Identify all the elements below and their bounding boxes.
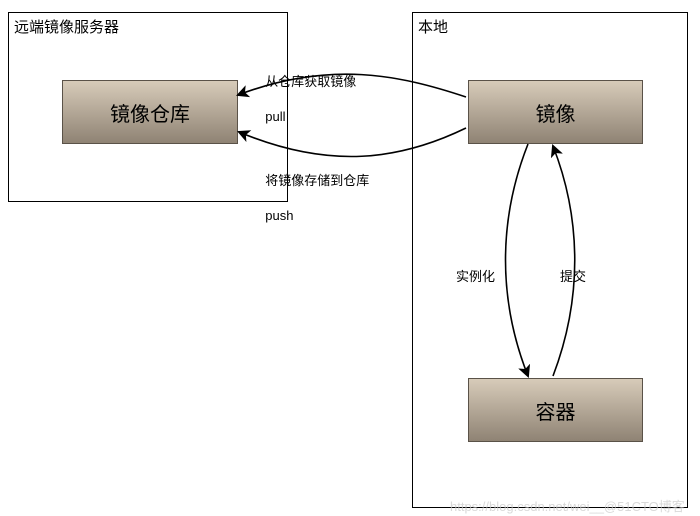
edge-push-line2: push bbox=[265, 208, 293, 223]
edge-instantiate-label: 实例化 bbox=[456, 268, 495, 286]
group-local-title: 本地 bbox=[418, 16, 448, 37]
node-repo: 镜像仓库 bbox=[62, 80, 238, 144]
edge-pull-line2: pull bbox=[265, 109, 285, 124]
node-container-label: 容器 bbox=[536, 396, 576, 425]
group-remote-title: 远端镜像服务器 bbox=[14, 16, 119, 37]
node-repo-label: 镜像仓库 bbox=[110, 98, 190, 127]
edge-push-line1: 将镜像存储到仓库 bbox=[265, 173, 369, 188]
node-container: 容器 bbox=[468, 378, 643, 442]
edge-commit-label: 提交 bbox=[560, 268, 586, 286]
edge-push-label: 将镜像存储到仓库 push bbox=[258, 154, 369, 224]
edge-pull-line1: 从仓库获取镜像 bbox=[265, 74, 356, 89]
edge-pull-label: 从仓库获取镜像 pull bbox=[258, 55, 356, 125]
watermark-text: https://blog.csdn.net/wei__@51CTO博客 bbox=[450, 496, 685, 515]
node-image: 镜像 bbox=[468, 80, 643, 144]
node-image-label: 镜像 bbox=[536, 98, 576, 127]
